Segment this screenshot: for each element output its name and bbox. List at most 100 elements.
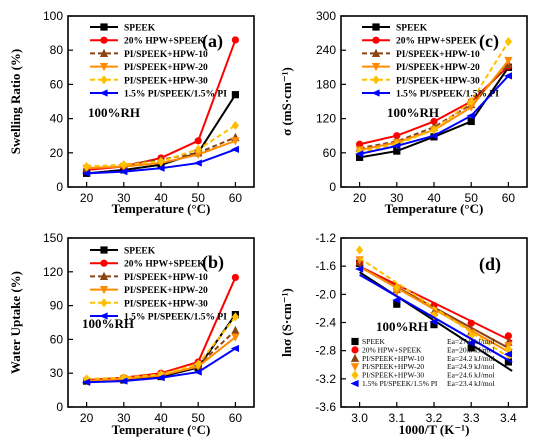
data-point [392,288,401,297]
chart-panel: 20 30 40 50 60 0 20 40 60 80 100 Temperature (°C) Sw… [8,9,255,216]
y-tick-label: 180 [316,77,336,91]
y-tick-label: 40 [50,112,64,126]
legend-label: SPEEK [362,337,386,346]
data-point [194,359,202,369]
legend-ea-value: Ea=27.0 kJ/mol [447,337,495,346]
legend-marker [371,89,380,97]
legend-marker [99,48,109,57]
legend-marker [372,75,380,85]
data-point [393,147,401,155]
data-point [157,156,165,166]
data-point [355,150,364,158]
x-tick-label: 20 [80,191,94,205]
y-tick-label: -1.6 [315,259,336,273]
legend-label: PI/SPEEK+HPW-20 [362,362,424,371]
legend-label: PI/SPEEK+HPW-10 [124,50,208,60]
legend: SPEEK 20% HPW+SPEEK PI/SPEEK+HPW-10 PI/SPEE… [90,23,227,100]
legend-label: SPEEK [124,24,156,34]
data-series [82,145,239,177]
x-tick-label: 30 [117,411,131,425]
x-tick-label: 30 [390,191,404,205]
x-axis-label: Temperature (°C) [385,201,484,216]
legend-marker [372,23,380,31]
condition-label: 100%RH [387,105,439,120]
legend-marker [351,370,359,380]
y-tick-label: 60 [50,332,64,346]
chart-panel: 20 30 40 50 60 0 30 60 90 120 150 Temperature (°C) W… [8,231,255,437]
data-point [430,321,438,329]
legend-label: 20% HPW+SPEEK [362,345,422,354]
data-point [231,91,239,99]
data-series [356,37,512,157]
data-point [194,144,202,154]
data-series [82,344,239,386]
y-tick-label: -3.2 [315,372,336,386]
fit-line [359,274,513,364]
data-point [392,296,401,304]
legend-marker [351,346,359,354]
legend-label: PI/SPEEK+HPW-10 [396,50,480,60]
legend-label: PI/SPEEK+HPW-30 [124,76,208,86]
data-point [156,374,165,382]
y-tick-label: 0 [56,180,63,194]
x-tick-label: 40 [154,191,168,205]
y-tick-label: 80 [50,43,64,57]
data-point [194,150,203,160]
legend-marker [350,363,360,372]
data-point [355,256,364,265]
legend-marker [100,246,108,254]
legend-label: 20% HPW+SPEEK [396,37,477,47]
x-tick-label: 50 [192,411,206,425]
panel-label: (a) [202,31,223,52]
legend-marker [371,63,381,72]
data-point [429,132,438,140]
data-series [83,120,239,172]
legend-marker [99,312,108,320]
legend-marker [99,286,109,295]
data-point [466,339,475,347]
legend-marker [99,89,108,97]
x-tick-label: 3.1 [388,411,405,425]
y-tick-label: 60 [50,77,64,91]
legend-label: SPEEK [396,24,428,34]
data-point [467,344,475,352]
x-tick-label: 3.0 [351,411,368,425]
y-tick-label: -3.6 [315,400,336,414]
y-tick-label: 20 [50,146,64,160]
legend-marker [100,23,108,31]
legend-marker [100,298,108,308]
data-series [355,265,513,364]
y-tick-label: 0 [329,180,336,194]
x-tick-label: 3.2 [426,411,443,425]
x-tick-label: 50 [192,191,206,205]
data-point [231,36,239,44]
legend-label: PI/SPEEK+HPW-10 [362,354,424,363]
y-tick-label: 100 [43,9,63,23]
data-point [430,125,438,135]
data-point [231,120,239,131]
data-point [504,344,512,354]
data-point [392,142,401,150]
data-point [467,117,475,126]
x-tick-label: 50 [465,191,479,205]
x-tick-label: 20 [80,411,94,425]
data-point [467,331,475,341]
data-point [119,377,128,385]
x-tick-label: 60 [229,411,243,425]
data-point [467,96,475,107]
legend-label: PI/SPEEK+HPW-30 [362,371,424,380]
legend: SPEEK 20% HPW+SPEEK PI/SPEEK+HPW-10 PI/SPEE… [362,23,499,100]
legend-marker [100,75,108,85]
legend: SPEEK 20% HPW+SPEEK PI/SPEEK+HPW-10 PI/SPEE… [90,246,227,323]
x-tick-label: 40 [154,411,168,425]
data-point [231,333,240,342]
chart-panel: 20 30 40 50 60 0 60 120 180 240 300 Temperature (°C… [279,9,528,216]
fit-line [359,257,513,361]
y-axis-label: Swelling Ratio (%) [8,49,23,154]
legend-label: PI/SPEEK+HPW-10 [124,273,208,283]
data-point [156,164,165,172]
data-point [356,147,364,157]
y-tick-label: 60 [323,146,337,160]
y-axis-label: σ (mS·cm⁻¹) [279,67,294,136]
x-tick-label: 3.3 [463,411,480,425]
